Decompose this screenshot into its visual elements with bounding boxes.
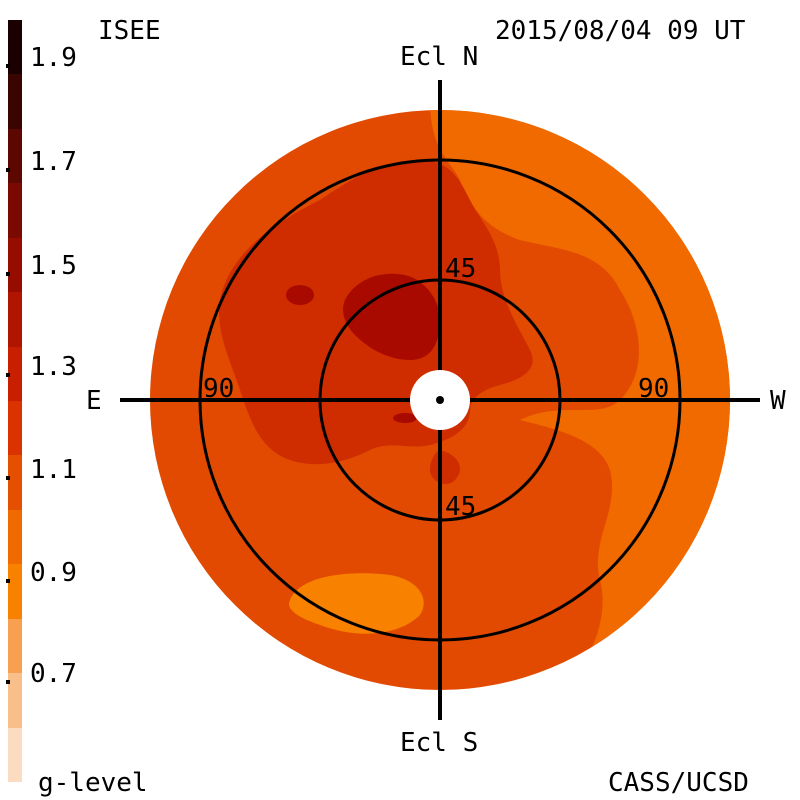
source-label: ISEE — [98, 16, 161, 46]
region-dark-core — [343, 273, 440, 360]
colorbar-tick-mark — [6, 373, 10, 377]
colorbar-segment — [8, 455, 22, 511]
axis-east-label: E — [86, 386, 102, 416]
ring-45-label-top: 45 — [445, 254, 477, 284]
region-dark-spot-2 — [393, 413, 417, 423]
region-mid-spot — [484, 326, 500, 350]
region-west-light — [430, 110, 730, 690]
colorbar-tick-mark — [6, 579, 10, 583]
sun-center-dot — [436, 396, 444, 404]
colorbar-segment — [8, 401, 22, 456]
colorbar-segment — [8, 74, 22, 130]
colorbar-segment — [8, 128, 22, 184]
colorbar-tick-mark — [6, 64, 10, 68]
colorbar-tick-mark — [6, 476, 10, 480]
colorbar-segment — [8, 346, 22, 402]
colorbar-segment — [8, 509, 22, 565]
ring-90-label-left: 90 — [203, 374, 235, 404]
colorbar-tick-mark — [6, 680, 10, 684]
axis-north-label: Ecl N — [400, 42, 479, 72]
colorbar-tick-mark — [6, 272, 10, 276]
region-dark-spot — [286, 285, 314, 305]
colorbar-segment — [8, 237, 22, 293]
colorbar-segment — [8, 20, 22, 75]
colorbar — [8, 20, 22, 783]
colorbar-segment — [8, 673, 22, 729]
colorbar-tick-1-9: 1.9 — [30, 43, 77, 73]
colorbar-segment — [8, 292, 22, 348]
colorbar-tick-1-3: 1.3 — [30, 352, 77, 382]
legend-title: g-level — [38, 768, 148, 798]
colorbar-segment — [8, 727, 22, 783]
colorbar-tick-1-5: 1.5 — [30, 251, 77, 281]
region-south-light — [289, 573, 424, 634]
region-mid-south — [430, 450, 460, 485]
axis-west-label: W — [770, 386, 786, 416]
colorbar-tick-mark — [6, 168, 10, 172]
colorbar-tick-1-7: 1.7 — [30, 147, 77, 177]
colorbar-segment — [8, 183, 22, 239]
region-northwest-light — [430, 110, 620, 270]
colorbar-segment — [8, 564, 22, 620]
timestamp-label: 2015/08/04 09 UT — [495, 16, 746, 46]
ring-90-label-right: 90 — [638, 374, 670, 404]
credit-label: CASS/UCSD — [608, 768, 749, 798]
colorbar-tick-0-7: 0.7 — [30, 659, 77, 689]
colorbar-tick-0-9: 0.9 — [30, 558, 77, 588]
ring-45-label-bottom: 45 — [445, 492, 477, 522]
colorbar-tick-1-1: 1.1 — [30, 455, 77, 485]
colorbar-segment — [8, 618, 22, 674]
axis-south-label: Ecl S — [400, 728, 479, 758]
